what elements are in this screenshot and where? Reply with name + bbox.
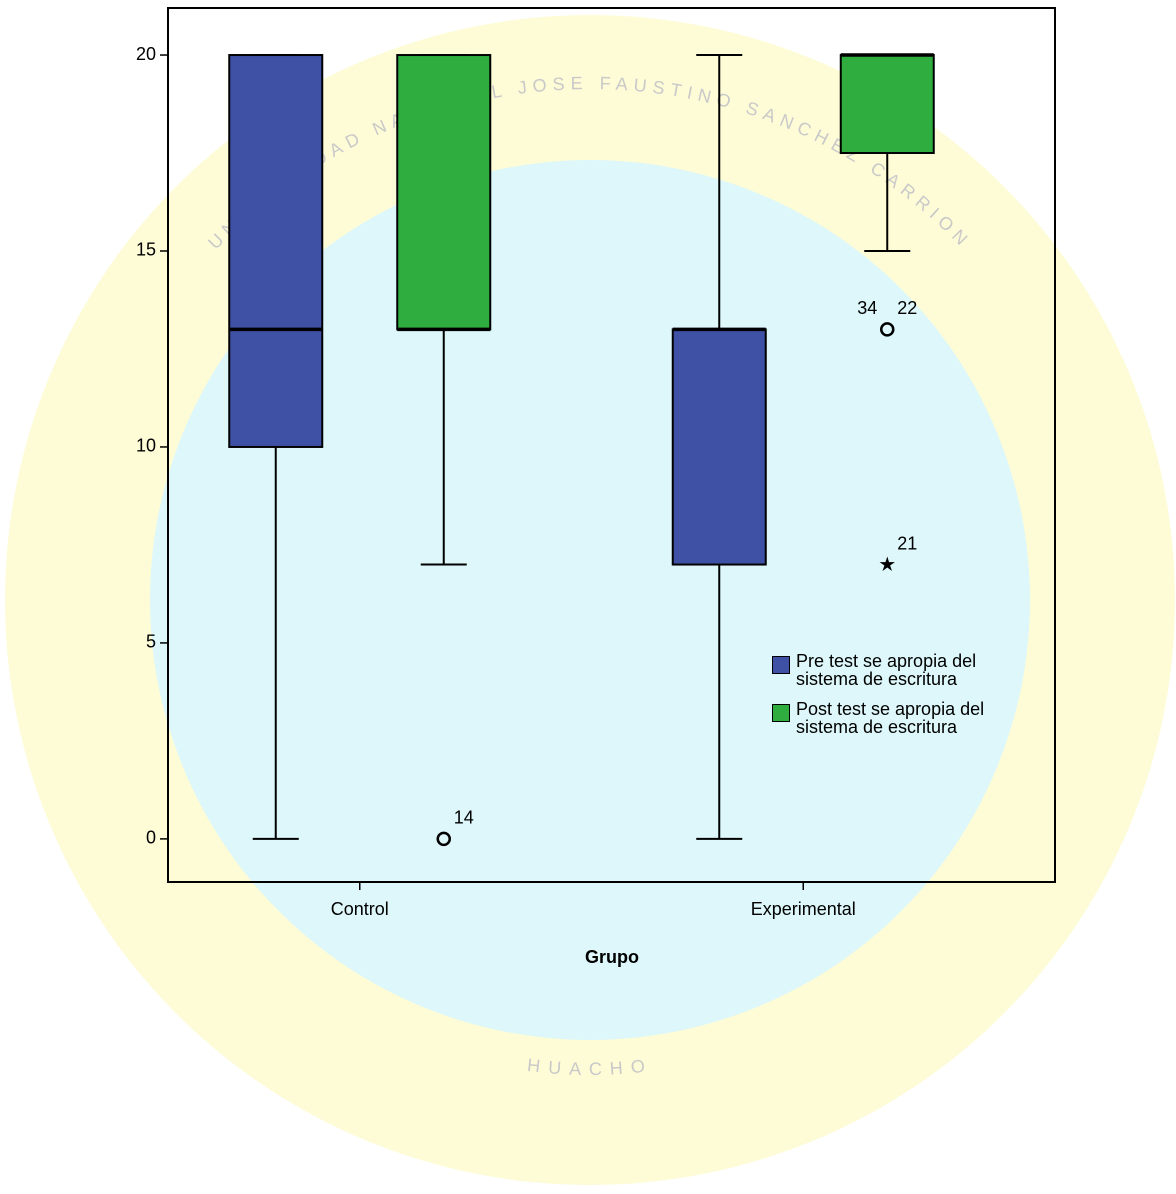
legend-swatch [772, 656, 790, 674]
outlier-label: 14 [454, 808, 474, 828]
legend-entry: Pre test se apropia del sistema de escri… [772, 652, 1032, 688]
extreme-point [879, 556, 895, 571]
y-tick-label: 5 [146, 632, 156, 652]
outlier-label: 21 [897, 533, 917, 553]
box [839, 54, 935, 155]
box [228, 54, 324, 448]
y-tick-label: 0 [146, 828, 156, 848]
watermark: UNIVERSIDAD NACIONAL JOSE FAUSTINO SANCH… [5, 15, 1175, 1185]
legend-label: Pre test se apropia del sistema de escri… [796, 651, 977, 689]
x-tick-label: Experimental [751, 899, 856, 919]
outlier-point [436, 831, 451, 847]
box [396, 54, 492, 331]
y-tick-label: 15 [136, 240, 156, 260]
y-tick-label: 10 [136, 436, 156, 456]
legend: Pre test se apropia del sistema de escri… [772, 652, 1032, 748]
x-tick-label: Control [331, 899, 389, 919]
box [671, 328, 767, 566]
y-tick-label: 20 [136, 44, 156, 64]
legend-label: Post test se apropia del sistema de escr… [796, 699, 985, 737]
plot-frame [167, 7, 1056, 883]
x-axis-label: Grupo [585, 947, 639, 967]
legend-entry: Post test se apropia del sistema de escr… [772, 700, 1032, 736]
outlier-label: 34 22 [857, 298, 917, 318]
watermark-disc [150, 160, 1030, 1040]
outlier-point [880, 322, 895, 337]
legend-swatch [772, 704, 790, 722]
